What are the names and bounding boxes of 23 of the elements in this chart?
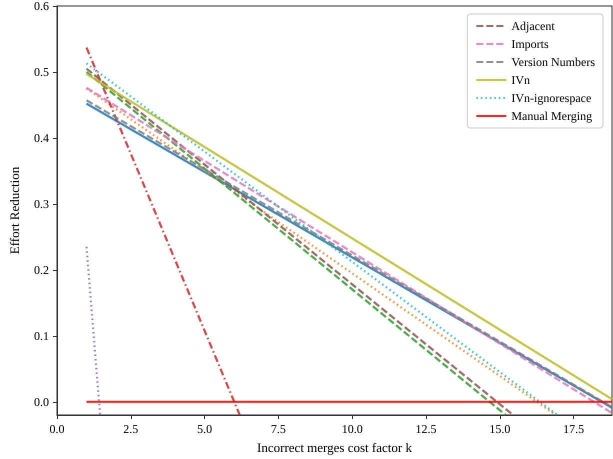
y-axis-title: Effort Reduction (7, 166, 22, 254)
x-tick-label: 0.0 (50, 422, 64, 436)
x-tick-label: 15.0 (489, 422, 510, 436)
y-tick-label: 0.5 (34, 64, 49, 79)
legend-label: Version Numbers (511, 55, 596, 69)
y-tick-label: 0.4 (34, 130, 49, 145)
y-tick-label: 0.0 (34, 394, 49, 409)
x-axis-title: Incorrect merges cost factor k (257, 440, 412, 455)
x-tick-label: 12.5 (416, 422, 437, 436)
x-tick-label: 10.0 (342, 422, 363, 436)
x-tick-label: 7.5 (270, 422, 286, 436)
y-tick-label: 0.2 (34, 262, 49, 277)
x-tick-label: 5.0 (197, 422, 212, 436)
legend-label: Imports (511, 37, 550, 51)
legend-label: Manual Merging (511, 109, 592, 123)
legend-label: IVn-ignorespace (511, 91, 592, 105)
y-tick-label: 0.1 (34, 328, 49, 343)
legend-label: IVn (511, 73, 530, 87)
y-tick-label: 0.6 (34, 0, 49, 13)
x-tick-label: 17.5 (563, 422, 584, 436)
y-tick-label: 0.3 (34, 196, 49, 211)
legend-label: Adjacent (511, 19, 556, 33)
x-tick-label: 2.5 (123, 422, 138, 436)
